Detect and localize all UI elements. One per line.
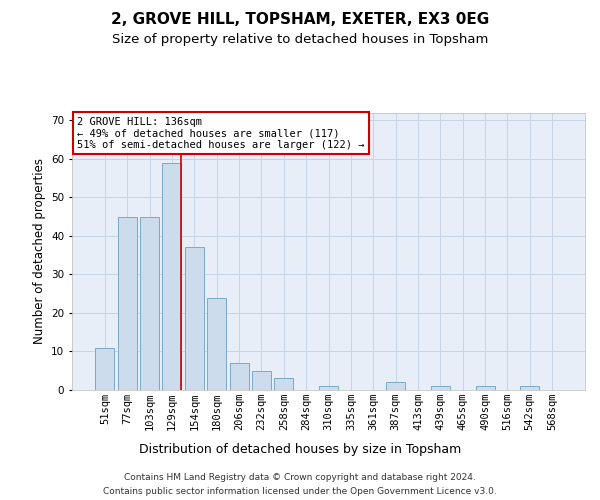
Bar xyxy=(95,348,115,390)
Bar xyxy=(431,386,450,390)
Bar xyxy=(118,216,137,390)
Bar xyxy=(140,216,159,390)
Text: Size of property relative to detached houses in Topsham: Size of property relative to detached ho… xyxy=(112,32,488,46)
Bar xyxy=(207,298,226,390)
Text: 2 GROVE HILL: 136sqm
← 49% of detached houses are smaller (117)
51% of semi-deta: 2 GROVE HILL: 136sqm ← 49% of detached h… xyxy=(77,116,365,150)
Bar xyxy=(230,363,248,390)
Bar xyxy=(386,382,405,390)
Bar xyxy=(319,386,338,390)
Text: Contains HM Land Registry data © Crown copyright and database right 2024.: Contains HM Land Registry data © Crown c… xyxy=(124,472,476,482)
Text: Contains public sector information licensed under the Open Government Licence v3: Contains public sector information licen… xyxy=(103,488,497,496)
Text: 2, GROVE HILL, TOPSHAM, EXETER, EX3 0EG: 2, GROVE HILL, TOPSHAM, EXETER, EX3 0EG xyxy=(111,12,489,28)
Bar xyxy=(252,370,271,390)
Bar xyxy=(274,378,293,390)
Bar xyxy=(520,386,539,390)
Bar xyxy=(476,386,494,390)
Bar xyxy=(185,248,204,390)
Y-axis label: Number of detached properties: Number of detached properties xyxy=(32,158,46,344)
Bar xyxy=(163,162,181,390)
Text: Distribution of detached houses by size in Topsham: Distribution of detached houses by size … xyxy=(139,442,461,456)
